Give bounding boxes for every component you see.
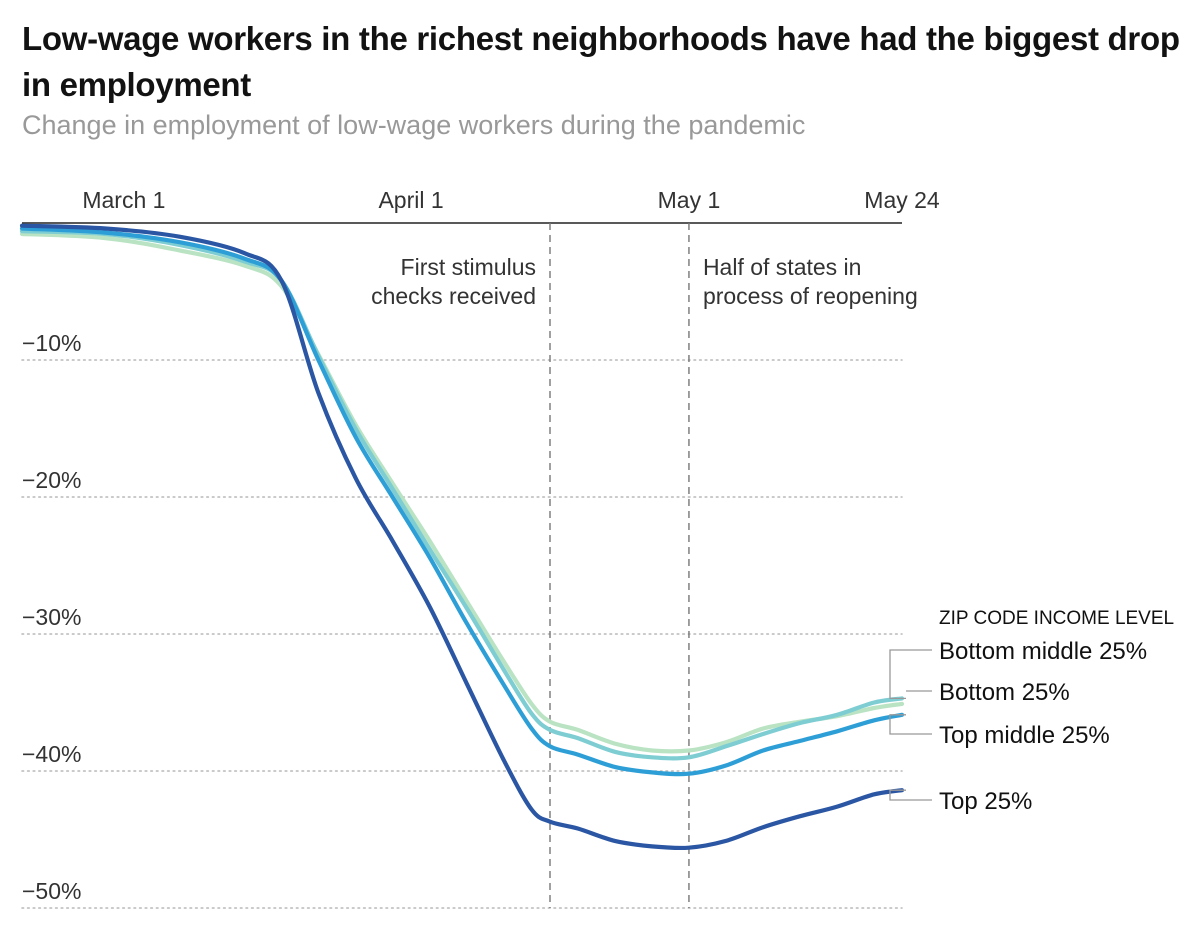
y-tick-label: −40% (22, 741, 81, 767)
legend-title: ZIP CODE INCOME LEVEL (939, 608, 1174, 629)
series-line-top-middle-25pct (19, 226, 905, 777)
y-tick-labels: −10% −20% −30% −40% −50% (22, 330, 81, 904)
legend: ZIP CODE INCOME LEVEL Bottom middle 25% Bo… (889, 608, 1174, 815)
annotation-text: process of reopening (703, 283, 918, 309)
x-tick-label: April 1 (378, 187, 443, 213)
y-gridlines (21, 359, 903, 909)
series-line-top-25pct (19, 223, 905, 851)
legend-label-bottom-middle-25pct: Bottom middle 25% (939, 638, 1147, 665)
legend-leader-bottom-middle-25pct (889, 649, 932, 700)
legend-leader-top-25pct (889, 789, 932, 801)
x-tick-label: May 24 (864, 187, 940, 213)
y-tick-label: −30% (22, 604, 81, 630)
x-tick-label: March 1 (82, 187, 165, 213)
series-line-bottom-middle-25pct (19, 229, 905, 761)
annotation-markers: First stimulus checks received Half of sta… (371, 223, 918, 908)
chart-title: Low-wage workers in the richest neighbor… (22, 20, 1180, 103)
legend-label-top-25pct: Top 25% (939, 788, 1032, 815)
legend-label-bottom-25pct: Bottom 25% (939, 679, 1070, 706)
x-tick-label: May 1 (658, 187, 721, 213)
series-line-bottom-25pct (19, 231, 905, 754)
chart-subtitle: Change in employment of low-wage workers… (22, 110, 806, 140)
y-tick-label: −50% (22, 878, 81, 904)
legend-leader-top-middle-25pct (889, 714, 932, 735)
annotation-text: First stimulus (401, 254, 536, 280)
annotation-text: checks received (371, 283, 536, 309)
y-tick-label: −10% (22, 330, 81, 356)
legend-label-top-middle-25pct: Top middle 25% (939, 722, 1110, 749)
x-axis: March 1 April 1 May 1 May 24 (22, 187, 940, 224)
annotation-text: Half of states in (703, 254, 862, 280)
y-tick-label: −20% (22, 467, 81, 493)
series-lines (19, 223, 905, 851)
